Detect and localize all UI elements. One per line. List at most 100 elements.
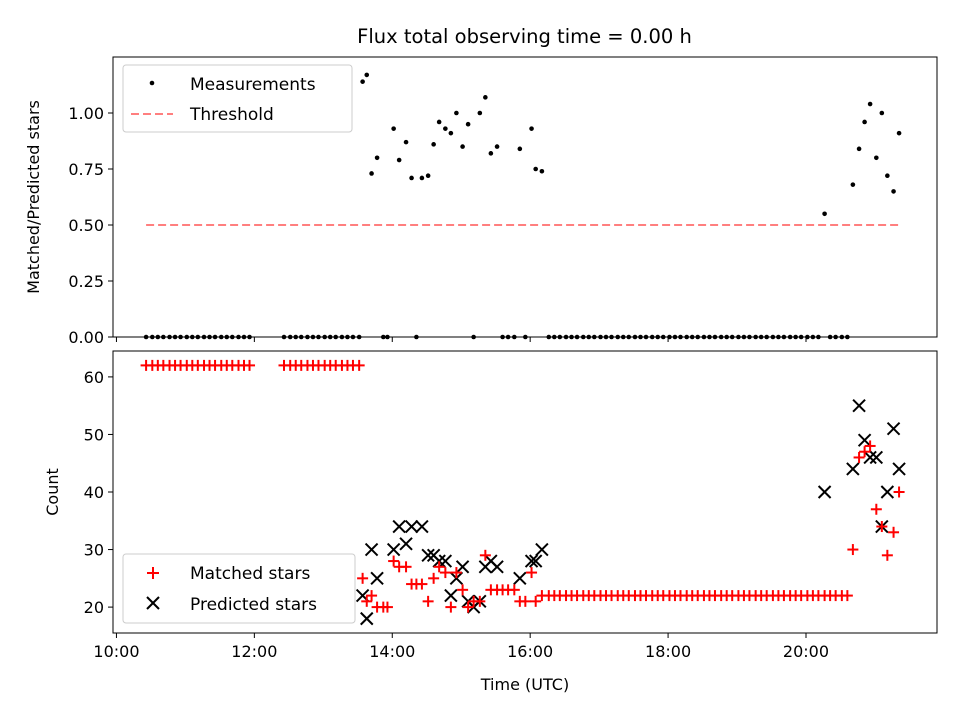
- count-x-tick-label: 18:00: [645, 642, 691, 661]
- legend-marker-predicted: [146, 596, 160, 610]
- measurement-point: [380, 334, 386, 340]
- measurement-point: [488, 151, 494, 156]
- measurement-point: [512, 334, 517, 340]
- measurement-point: [161, 334, 166, 340]
- measurement-point: [218, 334, 224, 340]
- measurement-point: [862, 119, 867, 125]
- measurement-point: [867, 101, 873, 107]
- measurement-point: [403, 139, 409, 145]
- measurement-point: [805, 334, 810, 340]
- measurement-point: [586, 334, 592, 340]
- predicted-star-point: [863, 450, 877, 465]
- matched-star-point: [847, 544, 859, 556]
- predicted-star-point: [438, 554, 453, 568]
- ratio-y-tick-label: 0.75: [68, 160, 104, 179]
- count-y-tick-label: 20: [84, 598, 104, 617]
- measurement-point: [533, 166, 538, 172]
- measurement-point: [184, 334, 190, 340]
- measurement-point: [787, 334, 793, 340]
- measurement-point: [350, 334, 356, 340]
- measurements-series: [143, 72, 902, 340]
- matched-star-point: [526, 567, 538, 579]
- measurement-point: [195, 334, 201, 340]
- ratio-y-axis-label: Matched/Predicted stars: [24, 100, 43, 294]
- count-x-tick-label: 14:00: [369, 642, 415, 661]
- ratio-legend: Measurements Threshold: [122, 64, 353, 133]
- measurement-point: [409, 175, 414, 181]
- measurement-point: [552, 334, 557, 340]
- ratio-y-axis: 0.00 0.25 0.50 0.75 1.00: [68, 104, 113, 347]
- measurement-point: [212, 334, 218, 340]
- measurement-point: [643, 334, 649, 340]
- matched-star-point: [445, 601, 457, 613]
- predicted-star-point: [857, 433, 872, 447]
- matched-star-point: [361, 595, 373, 607]
- predicted-star-point: [524, 554, 539, 568]
- measurement-point: [874, 155, 879, 161]
- matched-star-point: [366, 590, 378, 602]
- measurement-point: [500, 334, 505, 340]
- measurement-point: [310, 334, 316, 340]
- measurement-point: [293, 334, 299, 340]
- matched-star-point: [881, 549, 893, 561]
- measurement-point: [764, 334, 769, 340]
- measurement-point: [856, 146, 862, 152]
- measurement-point: [505, 334, 511, 340]
- predicted-star-point: [852, 398, 866, 413]
- count-y-tick-label: 30: [84, 541, 104, 560]
- measurement-point: [396, 157, 402, 163]
- measurement-point: [678, 334, 683, 340]
- ratio-legend-box: [122, 64, 353, 133]
- measurement-point: [333, 334, 339, 340]
- measurement-point: [798, 334, 804, 340]
- measurement-point: [322, 334, 327, 340]
- measurement-point: [287, 334, 293, 340]
- measurement-point: [167, 334, 172, 340]
- measurement-point: [189, 334, 195, 340]
- measurement-point: [155, 334, 161, 340]
- matched-star-point: [353, 359, 365, 371]
- measurement-point: [356, 334, 362, 340]
- measurement-point: [569, 334, 574, 340]
- measurement-point: [626, 334, 632, 340]
- measurement-point: [172, 334, 178, 340]
- matched-star-point: [381, 601, 393, 613]
- predicted-star-point: [392, 519, 406, 534]
- measurement-point: [701, 334, 707, 340]
- matched-star-point: [457, 584, 469, 596]
- measurement-point: [477, 110, 483, 116]
- measurement-point: [747, 334, 752, 340]
- measurement-point: [178, 334, 183, 340]
- count-legend-box: [122, 553, 356, 624]
- predicted-star-point: [421, 548, 435, 563]
- count-y-axis-label: Count: [43, 468, 62, 516]
- measurement-point: [707, 334, 712, 340]
- measurement-point: [443, 126, 448, 131]
- measurement-point: [150, 334, 155, 340]
- measurement-point: [845, 334, 850, 340]
- measurement-point: [546, 334, 552, 340]
- matched-star-point: [530, 595, 542, 607]
- measurement-point: [483, 95, 488, 100]
- measurement-point: [431, 142, 436, 147]
- measurement-point: [689, 334, 695, 340]
- measurement-point: [632, 334, 638, 340]
- measurement-point: [672, 334, 678, 340]
- count-y-tick-label: 60: [84, 368, 104, 387]
- predicted-star-point: [386, 542, 401, 557]
- count-legend: Matched stars Predicted stars: [122, 553, 356, 624]
- measurement-point: [360, 79, 365, 84]
- measurement-point: [729, 334, 735, 340]
- measurement-point: [827, 334, 833, 340]
- measurement-point: [810, 334, 816, 340]
- measurement-point: [638, 334, 643, 340]
- measurement-point: [615, 334, 621, 340]
- ratio-y-tick-label: 0.00: [68, 328, 104, 347]
- measurement-point: [891, 189, 896, 194]
- measurement-point: [414, 334, 419, 340]
- matched-star-point: [428, 572, 440, 584]
- matched-star-point: [422, 595, 434, 607]
- predicted-star-point: [817, 485, 832, 499]
- measurement-point: [460, 144, 465, 149]
- measurement-point: [345, 334, 350, 340]
